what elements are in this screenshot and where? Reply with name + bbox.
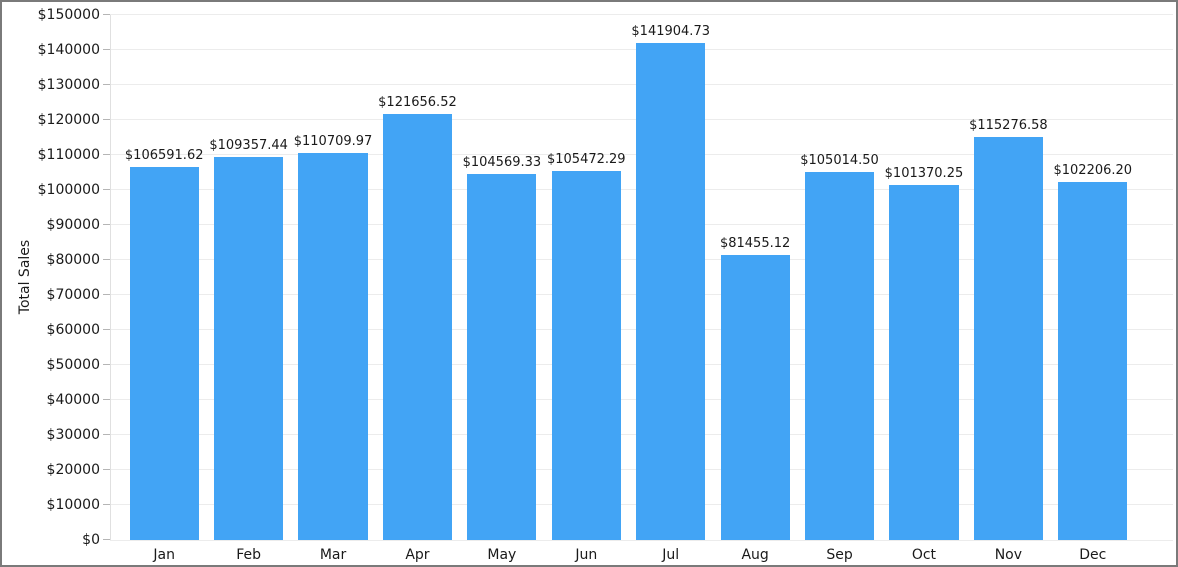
- y-tick-label: $90000: [46, 217, 100, 233]
- y-tick-label: $130000: [37, 77, 100, 93]
- y-tick-mark: [103, 399, 110, 400]
- y-tick-label: $100000: [37, 182, 100, 198]
- bar-value-label: $106591.62: [124, 147, 204, 163]
- y-tick-label: $50000: [46, 357, 100, 373]
- bar-jan[interactable]: [129, 166, 199, 540]
- bar-jun[interactable]: [551, 170, 621, 540]
- x-tick-label: Apr: [405, 547, 430, 563]
- x-tick-label: Jan: [153, 547, 175, 563]
- y-tick-label: $30000: [46, 427, 100, 443]
- y-tick-label: $20000: [46, 462, 100, 478]
- bar-value-label: $109357.44: [209, 138, 288, 154]
- y-tick-mark: [103, 364, 110, 365]
- bar-value-label: $115276.58: [969, 117, 1048, 133]
- y-tick-mark: [103, 14, 110, 15]
- y-tick-mark: [103, 434, 110, 435]
- bar-sep[interactable]: [804, 172, 875, 540]
- y-tick-label: $150000: [37, 7, 100, 23]
- y-tick-mark: [103, 224, 110, 225]
- y-tick-label: $110000: [37, 147, 100, 163]
- bar-apr[interactable]: [382, 114, 453, 540]
- y-axis-line: [110, 15, 111, 540]
- x-tick-label: Oct: [911, 547, 937, 563]
- gridline: [110, 14, 1173, 15]
- bar-value-label: $105014.50: [800, 153, 879, 169]
- y-tick-label: $60000: [46, 322, 100, 338]
- y-tick-label: $40000: [46, 392, 100, 408]
- x-tick-label: Dec: [1079, 547, 1107, 563]
- y-tick-mark: [103, 189, 110, 190]
- y-tick-mark: [103, 119, 110, 120]
- bar-mar[interactable]: [298, 152, 368, 540]
- x-tick-label: Aug: [741, 547, 769, 563]
- x-tick-label: Nov: [994, 547, 1023, 563]
- y-tick-label: $80000: [46, 252, 100, 268]
- y-axis-title: Total Sales: [17, 239, 33, 315]
- y-tick-mark: [103, 539, 110, 540]
- bar-dec[interactable]: [1058, 182, 1128, 540]
- bar-value-label: $141904.73: [631, 24, 710, 40]
- bar-value-label: $101370.25: [884, 166, 964, 182]
- y-tick-mark: [103, 154, 110, 155]
- x-tick-label: Jun: [575, 547, 598, 563]
- y-tick-mark: [103, 259, 110, 260]
- y-tick-mark: [103, 329, 110, 330]
- x-tick-label: Jul: [662, 547, 680, 563]
- bar-aug[interactable]: [720, 254, 790, 540]
- y-tick-mark: [103, 49, 110, 50]
- bar-may[interactable]: [467, 174, 537, 540]
- plot-area: $0 $10000 $20000 $30000 $40000 $50000 $60000 $7…: [38, 7, 1173, 563]
- bar-feb[interactable]: [214, 157, 284, 540]
- bar-value-label: $81455.12: [719, 235, 791, 251]
- y-tick-mark: [103, 294, 110, 295]
- x-tick-label: May: [487, 547, 517, 563]
- x-tick-label: Feb: [236, 547, 262, 563]
- x-tick-label: Mar: [319, 547, 347, 563]
- bar-nov[interactable]: [973, 136, 1043, 540]
- bar-value-label: $102206.20: [1053, 163, 1133, 179]
- y-tick-label: $120000: [37, 112, 100, 128]
- x-tick-label: Sep: [826, 547, 853, 563]
- bar-value-label: $121656.52: [378, 95, 457, 111]
- y-tick-label: $0: [82, 532, 100, 548]
- bar-jul[interactable]: [636, 43, 706, 540]
- y-tick-label: $10000: [46, 497, 100, 513]
- y-tick-label: $140000: [37, 42, 100, 58]
- bar-value-label: $104569.33: [462, 155, 542, 171]
- x-axis-baseline: [110, 540, 1173, 541]
- y-tick-label: $70000: [46, 287, 100, 303]
- bar-value-label: $110709.97: [293, 133, 373, 149]
- bar-oct[interactable]: [889, 185, 959, 540]
- y-tick-mark: [103, 504, 110, 505]
- bar-value-label: $105472.29: [546, 151, 626, 167]
- y-tick-mark: [103, 469, 110, 470]
- y-tick-mark: [103, 84, 110, 85]
